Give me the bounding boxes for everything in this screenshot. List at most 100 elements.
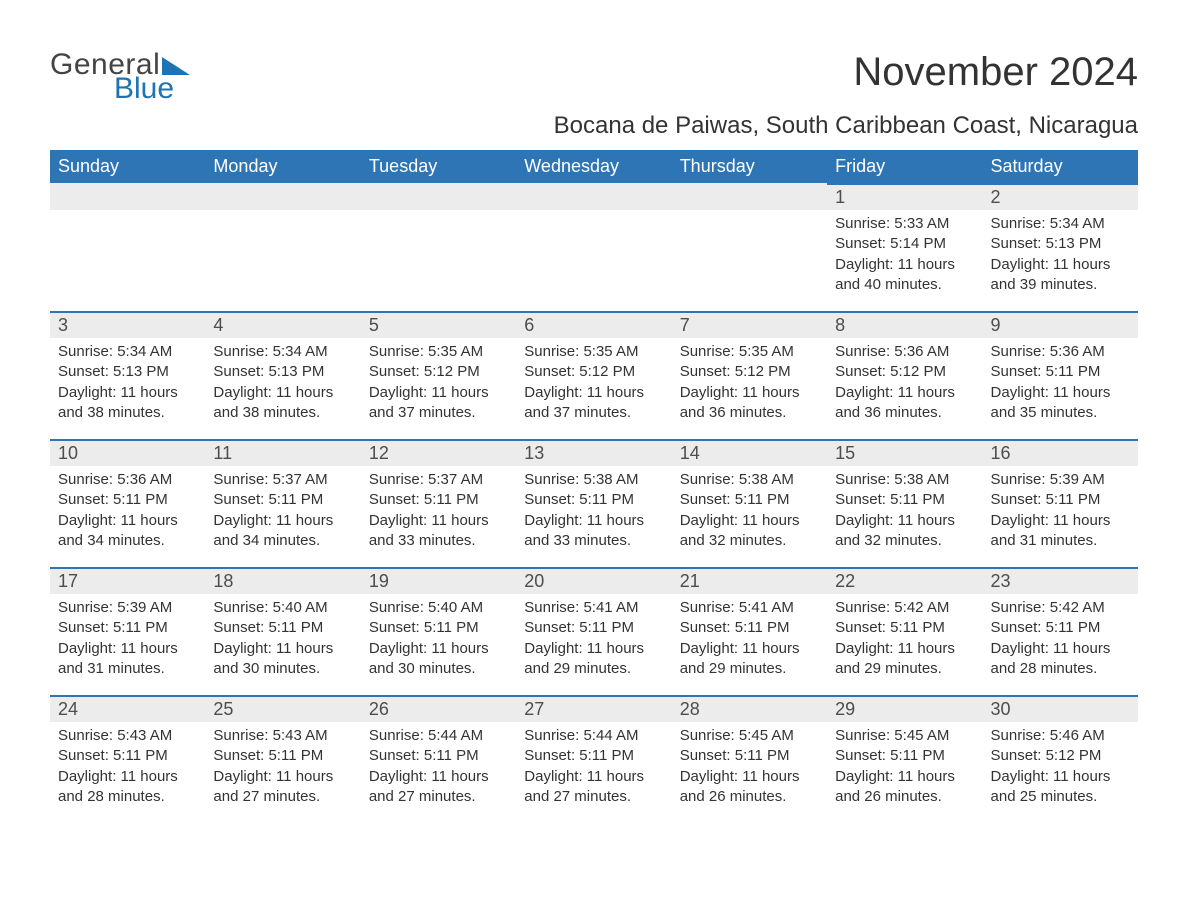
sunset-line: Sunset: 5:11 PM	[680, 490, 819, 510]
calendar-cell: 12Sunrise: 5:37 AMSunset: 5:11 PMDayligh…	[361, 439, 516, 567]
sunset-line: Sunset: 5:12 PM	[991, 746, 1130, 766]
sunset-line: Sunset: 5:11 PM	[991, 490, 1130, 510]
calendar-cell	[672, 183, 827, 311]
day-number: 24	[50, 695, 205, 722]
sunrise-line: Sunrise: 5:41 AM	[524, 598, 663, 618]
calendar-cell: 19Sunrise: 5:40 AMSunset: 5:11 PMDayligh…	[361, 567, 516, 695]
daylight-line: Daylight: 11 hours and 26 minutes.	[680, 767, 819, 808]
sunrise-line: Sunrise: 5:34 AM	[213, 342, 352, 362]
sunset-line: Sunset: 5:11 PM	[524, 490, 663, 510]
day-number: 14	[672, 439, 827, 466]
sunset-line: Sunset: 5:11 PM	[369, 618, 508, 638]
day-details: Sunrise: 5:33 AMSunset: 5:14 PMDaylight:…	[827, 210, 982, 303]
day-number: 29	[827, 695, 982, 722]
sunset-line: Sunset: 5:11 PM	[369, 490, 508, 510]
day-details: Sunrise: 5:45 AMSunset: 5:11 PMDaylight:…	[672, 722, 827, 815]
calendar-cell: 26Sunrise: 5:44 AMSunset: 5:11 PMDayligh…	[361, 695, 516, 823]
sunrise-line: Sunrise: 5:45 AM	[680, 726, 819, 746]
calendar-body: 1Sunrise: 5:33 AMSunset: 5:14 PMDaylight…	[50, 183, 1138, 823]
calendar-row: 1Sunrise: 5:33 AMSunset: 5:14 PMDaylight…	[50, 183, 1138, 311]
sunset-line: Sunset: 5:11 PM	[369, 746, 508, 766]
day-number: 21	[672, 567, 827, 594]
daylight-line: Daylight: 11 hours and 34 minutes.	[213, 511, 352, 552]
sunrise-line: Sunrise: 5:36 AM	[58, 470, 197, 490]
calendar-cell: 3Sunrise: 5:34 AMSunset: 5:13 PMDaylight…	[50, 311, 205, 439]
daylight-line: Daylight: 11 hours and 37 minutes.	[369, 383, 508, 424]
day-details: Sunrise: 5:44 AMSunset: 5:11 PMDaylight:…	[516, 722, 671, 815]
daylight-line: Daylight: 11 hours and 28 minutes.	[991, 639, 1130, 680]
sunrise-line: Sunrise: 5:38 AM	[835, 470, 974, 490]
day-details: Sunrise: 5:45 AMSunset: 5:11 PMDaylight:…	[827, 722, 982, 815]
sunrise-line: Sunrise: 5:35 AM	[524, 342, 663, 362]
calendar-cell: 13Sunrise: 5:38 AMSunset: 5:11 PMDayligh…	[516, 439, 671, 567]
sunrise-line: Sunrise: 5:39 AM	[58, 598, 197, 618]
day-details: Sunrise: 5:41 AMSunset: 5:11 PMDaylight:…	[672, 594, 827, 687]
day-details: Sunrise: 5:35 AMSunset: 5:12 PMDaylight:…	[672, 338, 827, 431]
daylight-line: Daylight: 11 hours and 32 minutes.	[835, 511, 974, 552]
weekday-header: Sunday	[50, 150, 205, 183]
sunrise-line: Sunrise: 5:41 AM	[680, 598, 819, 618]
sunrise-line: Sunrise: 5:35 AM	[369, 342, 508, 362]
empty-day-bar	[50, 183, 205, 210]
weekday-header: Friday	[827, 150, 982, 183]
header-row: General Blue November 2024	[50, 50, 1138, 104]
sunset-line: Sunset: 5:11 PM	[58, 618, 197, 638]
sunset-line: Sunset: 5:11 PM	[835, 490, 974, 510]
sunset-line: Sunset: 5:11 PM	[835, 618, 974, 638]
day-details: Sunrise: 5:39 AMSunset: 5:11 PMDaylight:…	[983, 466, 1138, 559]
sunset-line: Sunset: 5:11 PM	[835, 746, 974, 766]
day-details: Sunrise: 5:41 AMSunset: 5:11 PMDaylight:…	[516, 594, 671, 687]
day-details: Sunrise: 5:40 AMSunset: 5:11 PMDaylight:…	[361, 594, 516, 687]
sunrise-line: Sunrise: 5:36 AM	[991, 342, 1130, 362]
daylight-line: Daylight: 11 hours and 28 minutes.	[58, 767, 197, 808]
day-number: 10	[50, 439, 205, 466]
sunset-line: Sunset: 5:12 PM	[680, 362, 819, 382]
day-details: Sunrise: 5:46 AMSunset: 5:12 PMDaylight:…	[983, 722, 1138, 815]
day-number: 11	[205, 439, 360, 466]
daylight-line: Daylight: 11 hours and 32 minutes.	[680, 511, 819, 552]
daylight-line: Daylight: 11 hours and 29 minutes.	[524, 639, 663, 680]
calendar-cell: 20Sunrise: 5:41 AMSunset: 5:11 PMDayligh…	[516, 567, 671, 695]
day-details: Sunrise: 5:34 AMSunset: 5:13 PMDaylight:…	[205, 338, 360, 431]
daylight-line: Daylight: 11 hours and 33 minutes.	[524, 511, 663, 552]
day-details: Sunrise: 5:35 AMSunset: 5:12 PMDaylight:…	[516, 338, 671, 431]
calendar-cell: 28Sunrise: 5:45 AMSunset: 5:11 PMDayligh…	[672, 695, 827, 823]
calendar-row: 17Sunrise: 5:39 AMSunset: 5:11 PMDayligh…	[50, 567, 1138, 695]
sunrise-line: Sunrise: 5:36 AM	[835, 342, 974, 362]
sunrise-line: Sunrise: 5:44 AM	[524, 726, 663, 746]
sunset-line: Sunset: 5:11 PM	[680, 746, 819, 766]
calendar-cell: 30Sunrise: 5:46 AMSunset: 5:12 PMDayligh…	[983, 695, 1138, 823]
daylight-line: Daylight: 11 hours and 39 minutes.	[991, 255, 1130, 296]
sunset-line: Sunset: 5:11 PM	[213, 618, 352, 638]
weekday-header: Saturday	[983, 150, 1138, 183]
weekday-header: Tuesday	[361, 150, 516, 183]
calendar-cell	[516, 183, 671, 311]
day-details: Sunrise: 5:42 AMSunset: 5:11 PMDaylight:…	[827, 594, 982, 687]
daylight-line: Daylight: 11 hours and 27 minutes.	[524, 767, 663, 808]
day-number: 17	[50, 567, 205, 594]
sunset-line: Sunset: 5:11 PM	[213, 490, 352, 510]
daylight-line: Daylight: 11 hours and 38 minutes.	[213, 383, 352, 424]
daylight-line: Daylight: 11 hours and 30 minutes.	[213, 639, 352, 680]
calendar-cell: 9Sunrise: 5:36 AMSunset: 5:11 PMDaylight…	[983, 311, 1138, 439]
daylight-line: Daylight: 11 hours and 38 minutes.	[58, 383, 197, 424]
sunset-line: Sunset: 5:11 PM	[58, 490, 197, 510]
daylight-line: Daylight: 11 hours and 27 minutes.	[369, 767, 508, 808]
day-details: Sunrise: 5:40 AMSunset: 5:11 PMDaylight:…	[205, 594, 360, 687]
sunset-line: Sunset: 5:11 PM	[991, 362, 1130, 382]
daylight-line: Daylight: 11 hours and 34 minutes.	[58, 511, 197, 552]
day-details: Sunrise: 5:42 AMSunset: 5:11 PMDaylight:…	[983, 594, 1138, 687]
day-details: Sunrise: 5:36 AMSunset: 5:12 PMDaylight:…	[827, 338, 982, 431]
calendar-cell: 21Sunrise: 5:41 AMSunset: 5:11 PMDayligh…	[672, 567, 827, 695]
day-number: 8	[827, 311, 982, 338]
empty-day-bar	[672, 183, 827, 210]
empty-day-bar	[361, 183, 516, 210]
calendar-cell	[50, 183, 205, 311]
daylight-line: Daylight: 11 hours and 36 minutes.	[680, 383, 819, 424]
calendar-cell: 23Sunrise: 5:42 AMSunset: 5:11 PMDayligh…	[983, 567, 1138, 695]
daylight-line: Daylight: 11 hours and 29 minutes.	[680, 639, 819, 680]
day-number: 19	[361, 567, 516, 594]
sunset-line: Sunset: 5:13 PM	[58, 362, 197, 382]
sunrise-line: Sunrise: 5:37 AM	[213, 470, 352, 490]
day-number: 22	[827, 567, 982, 594]
